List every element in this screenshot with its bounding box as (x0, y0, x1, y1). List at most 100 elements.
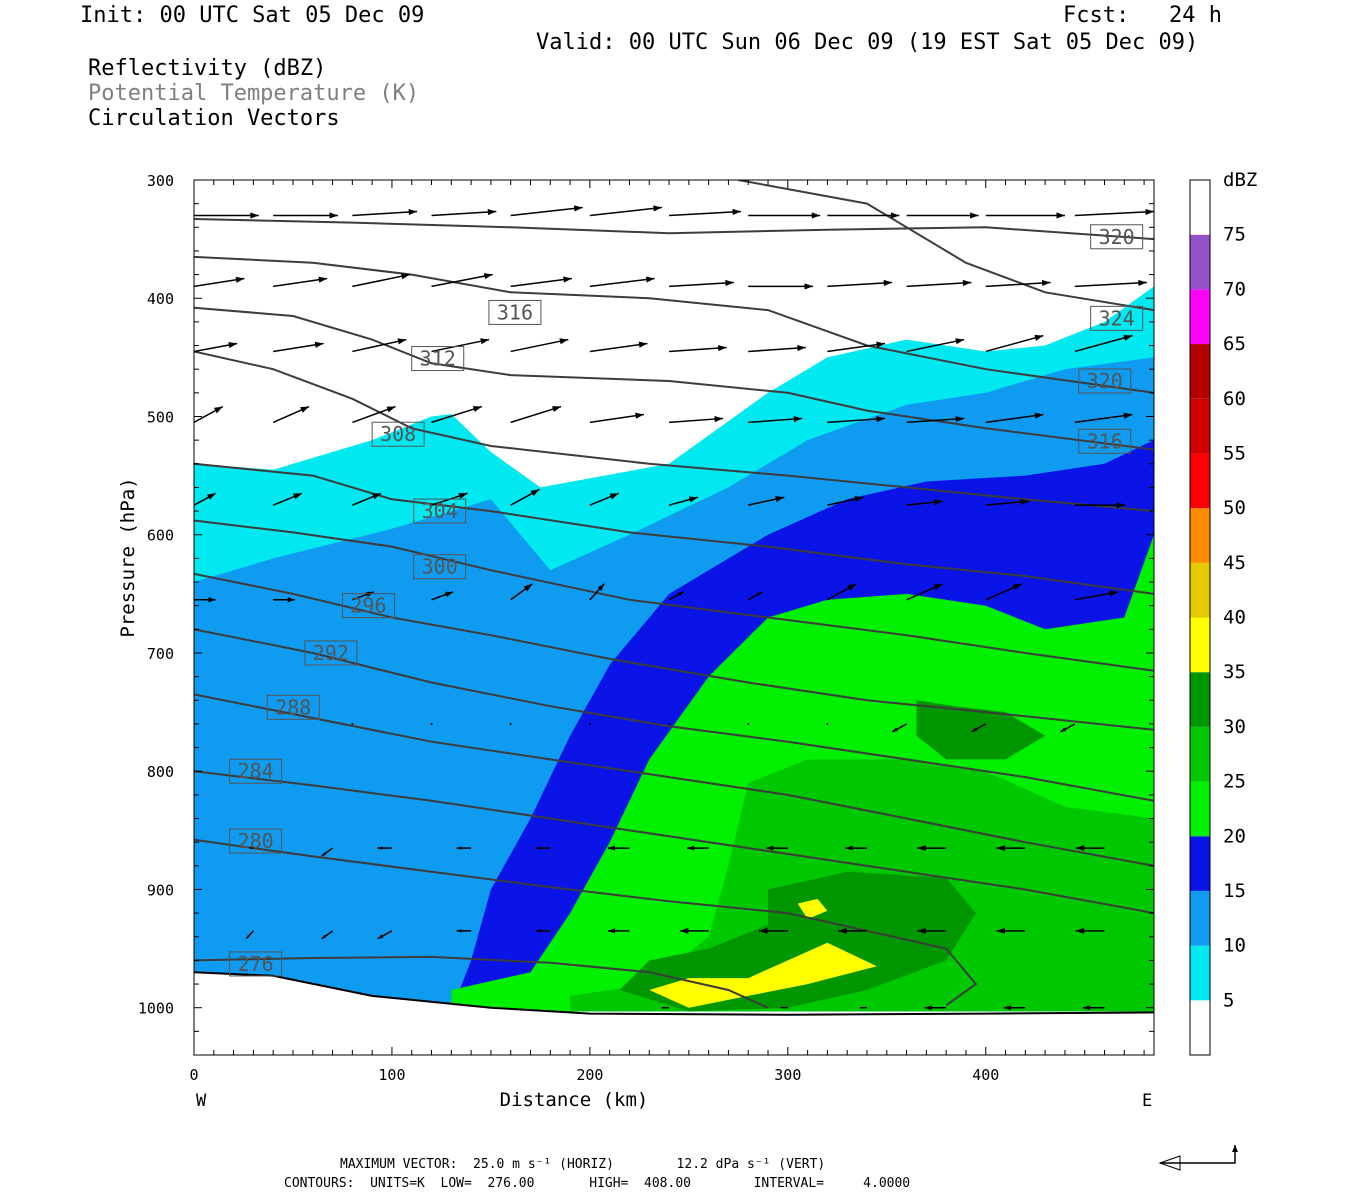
theta-label-296: 296 (341, 593, 395, 619)
circulation-vector (906, 212, 979, 219)
vector-shaft (1074, 210, 1154, 217)
vector-shaft (431, 273, 493, 288)
vector-head (890, 212, 900, 219)
theta-label-text: 288 (275, 695, 311, 719)
vector-head (996, 927, 1005, 934)
circulation-vector (589, 205, 662, 217)
colorbar-level-label: 15 (1223, 880, 1246, 902)
circulation-vector (510, 583, 533, 601)
vector-head (318, 276, 328, 283)
circulation-vector (456, 929, 472, 933)
vector-head (635, 412, 644, 419)
reflectivity-fill-30dbz (916, 700, 1046, 760)
init-time: Init: 00 UTC Sat 05 Dec 09 (80, 3, 425, 28)
circulation-vector (431, 405, 483, 424)
vector-shaft (906, 417, 965, 424)
theta-label-316: 316 (488, 299, 542, 325)
vector-head (688, 496, 698, 503)
theta-label-text: 316 (1087, 429, 1123, 453)
y-tick-label: 500 (147, 408, 174, 426)
vector-dot (351, 722, 354, 725)
vector-head (213, 406, 223, 414)
circulation-vector (891, 723, 907, 733)
colorbar-level-label: 20 (1223, 825, 1246, 847)
vector-head (401, 273, 410, 280)
y-tick-label: 300 (147, 172, 174, 190)
field-reflectivity: Reflectivity (dBZ) (88, 56, 327, 81)
theta-label-280: 280 (229, 828, 283, 854)
vector-head (480, 338, 490, 345)
colorbar-level-label: 60 (1223, 388, 1246, 410)
theta-label-box (1078, 368, 1132, 394)
circulation-vector (273, 212, 338, 219)
circulation-vector (272, 405, 310, 424)
theta-label-text: 292 (313, 641, 349, 665)
theta-contour-292 (194, 770, 1154, 915)
contours-note: CONTOURS: UNITS=K LOW= 276.00 HIGH= 408.… (284, 1176, 911, 1191)
circulation-vector (321, 847, 334, 857)
vector-head (530, 489, 540, 497)
theta-label-276: 276 (229, 951, 283, 977)
vector-head (1020, 498, 1029, 506)
vector-head (559, 338, 569, 345)
circulation-vector (607, 845, 630, 851)
colorbar-title: dBZ (1223, 169, 1257, 191)
valid-time: Valid: 00 UTC Sun 06 Dec 09 (19 EST Sat … (536, 30, 1199, 55)
theta-contour-296 (194, 693, 1154, 867)
theta-label-292: 292 (304, 640, 358, 666)
circulation-vector (273, 341, 324, 353)
vector-head (924, 1005, 932, 1011)
vector-head (653, 205, 662, 212)
vector-head (445, 591, 454, 598)
vector-head (687, 845, 695, 851)
circulation-vector (431, 273, 493, 288)
y-tick-label: 600 (147, 527, 174, 545)
theta-label-308: 308 (371, 421, 425, 447)
x-tick-label: 100 (378, 1066, 405, 1084)
colorbar-swatch (1190, 945, 1210, 1001)
colorbar-swatch (1190, 672, 1210, 727)
circulation-vector (985, 212, 1065, 219)
circulation-vector (917, 844, 947, 852)
circulation-vector (352, 405, 396, 424)
circulation-vector (924, 1005, 947, 1011)
vector-head (563, 276, 572, 283)
vector-dot (430, 722, 433, 725)
vector-head (838, 927, 847, 934)
circulation-vector (194, 276, 245, 288)
circulation-vector (996, 844, 1026, 852)
vector-shaft (985, 413, 1044, 424)
circulation-vector (607, 928, 630, 934)
vector-head (365, 591, 374, 598)
circulation-vector (669, 344, 727, 353)
y-tick-label: 900 (147, 881, 174, 899)
vector-shaft (1074, 334, 1133, 353)
circulation-vector (827, 496, 864, 506)
circulation-vector (748, 415, 803, 424)
theta-contour-316 (194, 462, 1154, 595)
y-axis-label: Pressure (hPa) (117, 477, 139, 637)
theta-label-box (341, 593, 395, 619)
vector-shaft (273, 342, 324, 353)
vector-shaft (668, 417, 724, 424)
circulation-vector (1060, 723, 1076, 733)
theta-label-284: 284 (229, 758, 283, 784)
theta-label-box (266, 694, 320, 720)
circulation-vector (1074, 590, 1119, 601)
circulation-vector (194, 597, 216, 603)
vector-head (756, 591, 763, 597)
circulation-vector (845, 845, 867, 851)
theta-contour-308 (194, 519, 1154, 672)
vector-head (718, 344, 727, 352)
theta-contour-320 (194, 306, 1154, 451)
vector-dot (747, 722, 750, 725)
circulation-vector (748, 344, 806, 353)
circulation-vector (1074, 502, 1126, 509)
vector-shaft (352, 273, 411, 288)
circulation-vector (589, 276, 655, 288)
circulation-vector (456, 846, 472, 850)
vector-head (1075, 927, 1085, 934)
circulation-vector (687, 845, 709, 851)
field-potential-temperature: Potential Temperature (K) (88, 81, 420, 106)
theta-label-text: 300 (422, 555, 458, 579)
